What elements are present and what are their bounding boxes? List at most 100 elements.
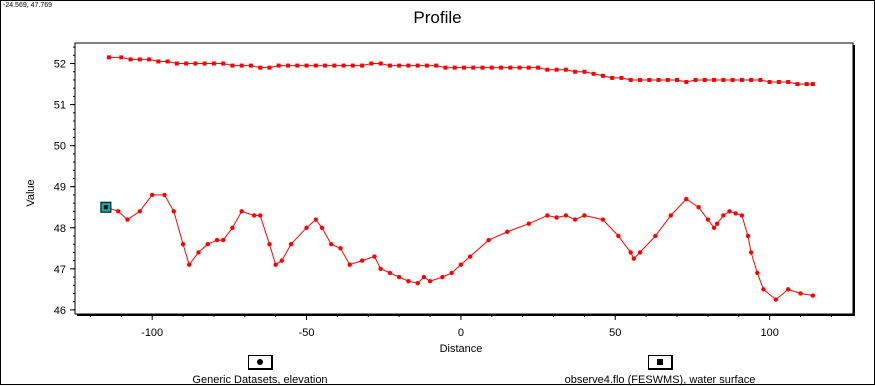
data-point [230, 225, 235, 230]
data-point [288, 241, 294, 247]
data-point [372, 254, 377, 259]
data-point [119, 55, 124, 60]
data-point [221, 61, 226, 66]
data-point [424, 63, 429, 68]
data-point [329, 241, 334, 247]
data-point [573, 69, 578, 74]
data-point [165, 59, 170, 64]
data-point [665, 77, 670, 82]
data-point [378, 266, 383, 272]
data-point [786, 80, 791, 85]
legend-symbol-circle-icon [247, 355, 273, 370]
data-point [304, 63, 309, 68]
data-point [798, 291, 803, 296]
data-point [214, 237, 220, 243]
series-layer [103, 55, 816, 302]
data-point [536, 65, 541, 70]
chart-title: Profile [413, 8, 462, 27]
data-point [230, 63, 235, 68]
data-point [350, 63, 355, 68]
data-point [258, 65, 263, 70]
data-point [508, 65, 513, 70]
data-point [675, 77, 680, 82]
legend-item-elevation[interactable]: Generic Datasets, elevation [160, 355, 360, 386]
data-point [499, 65, 504, 70]
data-point [810, 293, 816, 298]
data-point [705, 217, 711, 222]
data-point [721, 213, 726, 218]
data-point [486, 237, 491, 243]
data-point [761, 287, 766, 292]
legend-label-water-surface: observe4.flo (FESWMS), water surface [564, 374, 756, 386]
data-point [258, 213, 263, 218]
data-point [480, 65, 485, 70]
data-point [193, 61, 198, 66]
x-tick-label: 100 [760, 327, 778, 339]
data-point [554, 215, 559, 220]
data-point [184, 61, 189, 66]
data-point [795, 82, 800, 87]
data-point [116, 209, 121, 214]
data-point [721, 77, 726, 82]
data-point [748, 250, 754, 255]
data-point [458, 262, 464, 267]
data-point [239, 209, 244, 214]
data-point [267, 65, 272, 70]
data-point [554, 67, 559, 72]
y-ticks: 46 47 48 49 50 51 52 [54, 46, 75, 317]
data-point [279, 258, 285, 263]
data-point [684, 80, 689, 85]
data-point [714, 221, 720, 226]
data-point [202, 61, 207, 66]
data-point [600, 73, 605, 78]
data-point [600, 217, 606, 222]
data-point [582, 69, 587, 74]
data-point [767, 80, 772, 85]
data-point [467, 254, 473, 259]
data-point [137, 209, 143, 214]
data-point [647, 77, 652, 82]
x-tick-label: 50 [609, 327, 621, 339]
data-point [616, 233, 621, 239]
data-point [415, 63, 420, 68]
data-point [319, 225, 325, 230]
data-point [653, 233, 658, 239]
x-ticks: -100 -50 0 50 100 [89, 314, 832, 339]
data-point [396, 274, 402, 280]
plot-area [74, 42, 854, 315]
data-point [739, 213, 745, 218]
data-point [745, 233, 751, 239]
data-point [810, 82, 815, 87]
data-point [162, 192, 167, 198]
data-point [149, 192, 155, 198]
data-point [347, 262, 352, 267]
y-tick-label: 47 [54, 264, 66, 276]
data-point [369, 61, 374, 66]
data-point [449, 270, 454, 276]
data-point [628, 77, 633, 82]
data-point [668, 213, 674, 218]
legend-item-water-surface[interactable]: observe4.flo (FESWMS), water surface [500, 355, 820, 386]
data-point [125, 217, 130, 222]
data-point [462, 65, 466, 70]
data-point [563, 213, 569, 218]
data-point [526, 221, 532, 226]
x-tick-label: -50 [299, 327, 315, 339]
y-tick-label: 52 [54, 59, 66, 71]
data-point [443, 65, 448, 70]
data-point [637, 77, 642, 82]
data-point [239, 63, 244, 68]
data-point [712, 77, 717, 82]
data-point [406, 278, 411, 284]
selected-point-core [103, 205, 108, 210]
data-point [711, 225, 717, 230]
data-point [505, 229, 510, 235]
data-point [251, 213, 257, 218]
legend-label-elevation: Generic Datasets, elevation [192, 374, 328, 386]
x-axis-title: Distance [440, 343, 483, 355]
data-point [387, 270, 393, 276]
data-point [415, 281, 420, 286]
coordinate-readout: -24.569, 47.769 [3, 2, 53, 9]
data-point [610, 75, 615, 80]
